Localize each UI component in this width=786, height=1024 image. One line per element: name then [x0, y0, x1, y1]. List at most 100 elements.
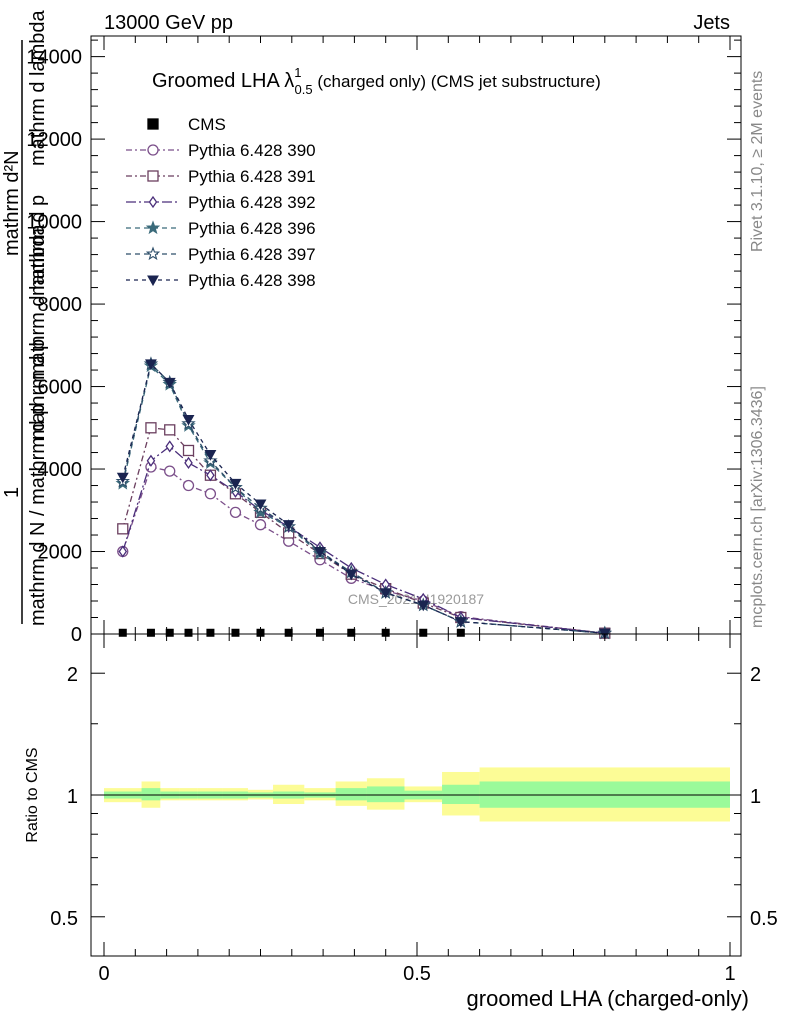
legend-label: Pythia 6.428 396	[188, 219, 316, 238]
rivet-label: Rivet 3.1.10, ≥ 2M events	[749, 71, 766, 252]
series-point	[182, 479, 195, 492]
series-point	[254, 519, 267, 531]
ratio-stat-band	[335, 788, 367, 801]
y-tick-label: 14000	[26, 47, 82, 69]
cms-data-point	[184, 628, 193, 637]
ratio-y-tick-label: 1	[67, 786, 78, 808]
legend-entry: CMS	[147, 115, 226, 134]
title-lambda: λ	[284, 70, 294, 92]
series-point	[117, 523, 129, 535]
ratio-panel: 0.5 0.5 1 1 2 2 0 0.5 1 Ratio to CMS groomed LHA…	[24, 633, 778, 1011]
ylabel-overlap: mathrm d lambda	[27, 10, 49, 166]
series-3	[118, 440, 610, 640]
series-point	[145, 422, 157, 434]
legend-marker	[147, 170, 159, 182]
series-point	[229, 506, 242, 518]
x-tick-label: 0.5	[403, 963, 431, 985]
mcplots-label: mcplots.cern.ch [arXiv:1306.3436]	[749, 386, 766, 628]
ratio-y-tick-label: 0.5	[50, 908, 78, 930]
main-ylabel: mathrm d²N mathrm d lambda mathrm d lamb…	[1, 10, 49, 626]
legend-marker	[145, 246, 161, 261]
cms-data-point	[315, 628, 324, 637]
series-point	[314, 546, 326, 558]
title-sub: 0.5	[295, 82, 313, 97]
main-ytick-labels: 0 2000 4000 6000 8000 10000 12000 14000	[26, 47, 82, 646]
y-tick-label: 0	[71, 624, 82, 646]
series-point	[204, 450, 217, 461]
ylabel-mid-denominator: mathrm d p	[27, 339, 49, 440]
ylabel-top-denominator: mathrm d p	[27, 195, 49, 296]
x-tick-label: 1	[724, 963, 735, 985]
series-point	[116, 472, 129, 484]
cms-data-point	[118, 628, 127, 637]
legend-marker	[147, 144, 159, 156]
legend-entry: Pythia 6.428 397	[126, 245, 316, 264]
series-point	[164, 424, 176, 436]
cms-data-point	[347, 628, 356, 637]
series-point	[163, 377, 176, 389]
series-point	[204, 488, 217, 500]
legend-label: Pythia 6.428 392	[188, 193, 316, 212]
series-line	[122, 362, 605, 634]
series-1	[117, 461, 611, 639]
ylabel-bottom-numerator: 1	[1, 487, 23, 498]
cms-data-point	[256, 628, 265, 637]
series-point	[417, 600, 430, 612]
ratio-stat-band	[366, 786, 405, 803]
legend-label: Pythia 6.428 390	[188, 141, 316, 160]
chart-title: Groomed LHA λ1 0.5 (charged only) (CMS je…	[152, 65, 601, 97]
cms-data-point	[165, 628, 174, 637]
legend-label: Pythia 6.428 391	[188, 167, 316, 186]
series-point	[206, 469, 215, 482]
series-point	[184, 456, 193, 469]
legend-marker	[148, 195, 158, 209]
legend-label: Pythia 6.428 398	[188, 271, 316, 290]
header-left: 13000 GeV pp	[104, 12, 233, 34]
series-6	[116, 359, 611, 640]
legend-entry: Pythia 6.428 392	[126, 193, 316, 212]
cms-data-point	[231, 628, 240, 637]
cms-data-point	[284, 628, 293, 637]
ylabel-top: mathrm d²N	[1, 150, 23, 256]
legend-entry: Pythia 6.428 390	[126, 141, 316, 160]
cms-data-point	[381, 628, 390, 637]
series-line	[122, 466, 605, 634]
series-point	[379, 588, 392, 599]
y-tick-label: 12000	[26, 129, 82, 151]
legend-entry: Pythia 6.428 391	[126, 167, 316, 186]
legend-marker	[145, 220, 161, 235]
y-tick-label: 2000	[38, 542, 83, 564]
y-tick-label: 10000	[26, 212, 82, 234]
cms-data-point	[419, 628, 428, 637]
series-point	[454, 617, 467, 628]
series-layer	[115, 356, 613, 640]
legend-marker	[147, 275, 159, 287]
ratio-y-tick-label-right: 2	[750, 664, 761, 686]
series-point	[254, 499, 267, 511]
series-point	[165, 440, 175, 453]
legend: CMS Pythia 6.428 390 Pythia 6.428 391 Pythi…	[126, 115, 316, 290]
ratio-stat-band	[141, 788, 161, 801]
cms-data-point	[146, 628, 155, 637]
title-rest: (charged only) (CMS jet substructure)	[313, 72, 601, 91]
main-ticks	[91, 36, 741, 635]
legend-label: CMS	[188, 115, 226, 134]
cms-data-point	[456, 628, 465, 637]
header-right: Jets	[693, 12, 730, 34]
series-point	[164, 465, 176, 477]
series-point	[229, 478, 242, 490]
legend-entry: Pythia 6.428 396	[126, 219, 316, 238]
cms-data-layer	[118, 628, 465, 637]
ratio-y-tick-label: 2	[67, 664, 78, 686]
title-main: Groomed LHA	[152, 70, 284, 92]
cms-data-point	[206, 628, 215, 637]
series-point	[282, 520, 295, 531]
ratio-bands	[104, 767, 730, 822]
y-tick-label: 6000	[38, 377, 83, 399]
ylabel-bottom-denominator: mathrm d N / mathrm d p	[27, 404, 49, 626]
ratio-stat-band	[442, 784, 480, 805]
legend-marker	[147, 118, 159, 130]
legend-label: Pythia 6.428 397	[188, 245, 316, 264]
